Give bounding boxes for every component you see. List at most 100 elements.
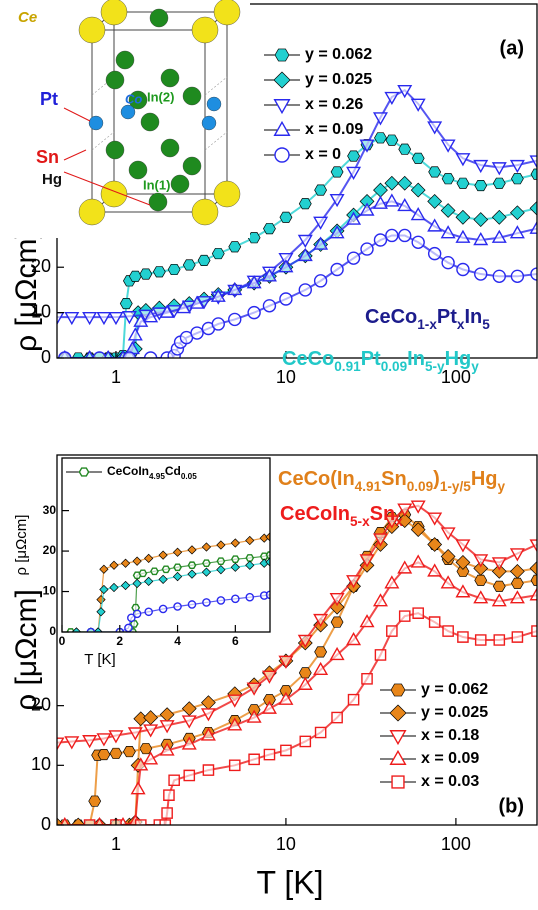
marker (108, 311, 124, 326)
crystal-label: Pt (40, 89, 58, 109)
marker (456, 262, 470, 277)
marker (134, 819, 147, 825)
atom (182, 156, 202, 176)
marker (246, 709, 262, 723)
marker (82, 311, 98, 326)
marker (427, 121, 443, 135)
marker (397, 513, 413, 529)
marker (201, 542, 212, 552)
marker (530, 168, 537, 180)
y-axis-label: ρ [μΩcm] (13, 515, 30, 576)
marker (491, 557, 507, 571)
marker (410, 554, 426, 568)
legend-marker (78, 467, 90, 477)
x-tick-label: 0 (59, 634, 66, 648)
marker (529, 220, 537, 234)
crystal-label: Co (125, 91, 142, 106)
marker (143, 724, 159, 738)
text-part: 0.09 (407, 479, 434, 494)
marker (529, 560, 537, 576)
marker (127, 327, 143, 341)
legend-label: x = 0.09 (421, 750, 479, 767)
marker (410, 207, 426, 221)
marker (99, 584, 109, 595)
marker (330, 166, 344, 178)
marker (133, 313, 149, 327)
marker (159, 819, 172, 825)
marker (510, 269, 525, 284)
marker (128, 270, 142, 282)
marker (109, 560, 119, 570)
marker (189, 295, 205, 309)
atom (191, 198, 219, 226)
marker (227, 694, 243, 708)
x-tick-label: 4 (174, 634, 181, 648)
marker (511, 631, 524, 643)
marker (491, 209, 507, 225)
marker (127, 613, 136, 623)
annotation: CeCoIn4.95Cd0.05 (107, 464, 197, 480)
legend-marker (389, 749, 407, 765)
frame (61, 457, 271, 633)
marker (120, 580, 131, 591)
plot-area (57, 85, 537, 358)
marker (228, 312, 242, 327)
marker (143, 309, 159, 323)
panel-label: (a) (500, 37, 524, 59)
atom (191, 16, 219, 44)
atom (213, 180, 241, 208)
marker (530, 574, 537, 586)
marker (314, 184, 328, 196)
marker (163, 789, 175, 801)
marker (491, 229, 507, 243)
marker (246, 682, 262, 696)
marker (398, 143, 412, 155)
y-tick-label: 30 (43, 503, 57, 517)
marker (109, 747, 123, 759)
marker (202, 559, 211, 568)
y-axis-label: ρ [μΩcm] (10, 589, 43, 711)
marker (279, 685, 293, 697)
crystal-label: In(1) (143, 177, 170, 192)
marker (181, 701, 197, 717)
marker (410, 98, 426, 112)
marker (211, 248, 225, 260)
marker (130, 781, 146, 795)
marker (313, 274, 328, 288)
panel-label: (b) (498, 795, 524, 817)
atom (201, 115, 217, 131)
atom (170, 174, 190, 194)
marker (474, 574, 488, 586)
arrow (63, 171, 151, 206)
marker (298, 283, 312, 297)
marker (410, 500, 426, 514)
marker (182, 259, 196, 271)
atom (120, 104, 136, 120)
legend-marker (389, 704, 407, 722)
marker (427, 246, 442, 261)
marker (455, 229, 471, 243)
marker (231, 594, 240, 604)
atom (88, 115, 104, 131)
text-part: In (407, 348, 425, 370)
marker (386, 625, 398, 637)
marker (278, 691, 294, 705)
marker (159, 720, 175, 734)
marker (473, 231, 489, 246)
text-part: 0.91 (334, 359, 361, 374)
marker (440, 549, 456, 564)
marker (441, 173, 455, 185)
marker (71, 352, 85, 358)
marker (216, 596, 226, 605)
marker (64, 736, 80, 750)
marker (313, 661, 329, 676)
marker (278, 252, 294, 267)
marker (398, 610, 411, 622)
marker (529, 200, 537, 216)
text-part: Hg (445, 348, 472, 370)
marker (248, 753, 260, 766)
marker (161, 807, 173, 819)
y-tick-label: 0 (49, 624, 56, 638)
marker (313, 613, 329, 628)
